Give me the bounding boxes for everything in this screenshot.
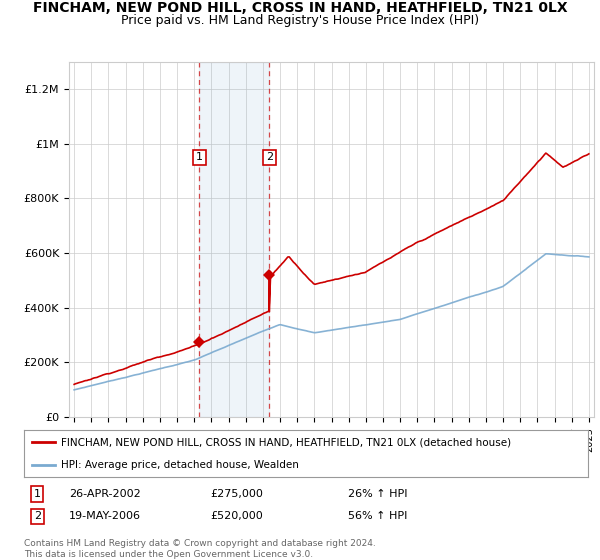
Text: 2: 2 [34, 511, 41, 521]
Text: Price paid vs. HM Land Registry's House Price Index (HPI): Price paid vs. HM Land Registry's House … [121, 14, 479, 27]
Text: 26-APR-2002: 26-APR-2002 [69, 489, 141, 499]
Text: £520,000: £520,000 [210, 511, 263, 521]
Text: 1: 1 [34, 489, 41, 499]
Text: 56% ↑ HPI: 56% ↑ HPI [348, 511, 407, 521]
Text: 2: 2 [266, 152, 273, 162]
Text: FINCHAM, NEW POND HILL, CROSS IN HAND, HEATHFIELD, TN21 0LX (detached house): FINCHAM, NEW POND HILL, CROSS IN HAND, H… [61, 437, 511, 447]
Text: Contains HM Land Registry data © Crown copyright and database right 2024.
This d: Contains HM Land Registry data © Crown c… [24, 539, 376, 559]
Text: 1: 1 [196, 152, 203, 162]
Text: FINCHAM, NEW POND HILL, CROSS IN HAND, HEATHFIELD, TN21 0LX: FINCHAM, NEW POND HILL, CROSS IN HAND, H… [32, 1, 568, 15]
Bar [199, 62, 269, 417]
Text: 26% ↑ HPI: 26% ↑ HPI [348, 489, 407, 499]
Text: £275,000: £275,000 [210, 489, 263, 499]
Text: HPI: Average price, detached house, Wealden: HPI: Average price, detached house, Weal… [61, 460, 299, 470]
Text: 19-MAY-2006: 19-MAY-2006 [69, 511, 141, 521]
